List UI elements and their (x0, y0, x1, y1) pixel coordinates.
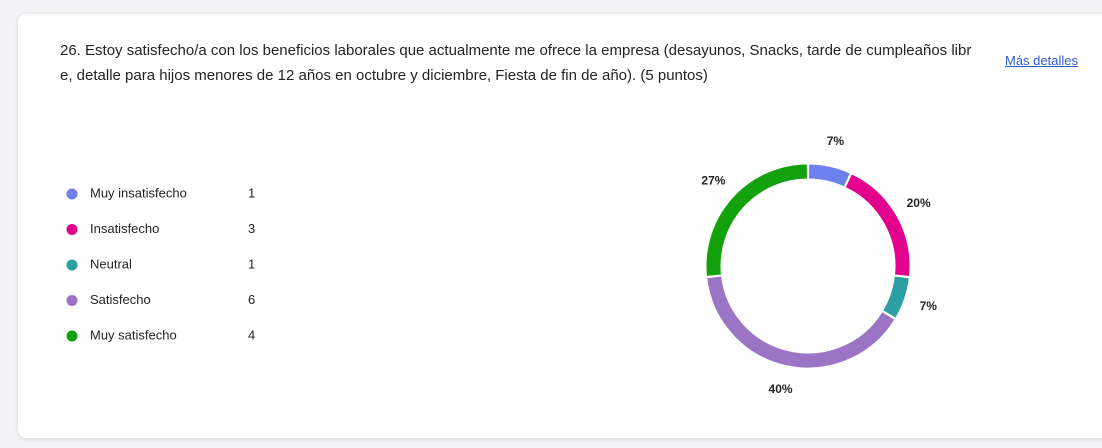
slice-label: 27% (701, 173, 725, 187)
legend-count: 1 (248, 185, 255, 200)
legend-label: Muy insatisfecho (90, 185, 187, 200)
legend-count: 4 (248, 327, 255, 342)
legend-count: 3 (248, 221, 255, 236)
donut-slice (707, 276, 895, 368)
legend-count: 6 (248, 292, 255, 307)
legend-dot (66, 224, 78, 235)
slice-label: 7% (827, 134, 845, 148)
legend-dot (66, 330, 78, 342)
donut-slice (883, 276, 909, 318)
donut-slice (706, 164, 808, 276)
donut-slice (808, 164, 850, 187)
legend-dot (66, 259, 78, 271)
question-card (18, 14, 1102, 438)
legend-count: 1 (248, 256, 255, 271)
legend-label: Neutral (90, 256, 132, 271)
more-details-link[interactable]: Más detalles (1005, 53, 1078, 68)
legend-dot (66, 295, 78, 306)
legend-label: Muy satisfecho (90, 327, 177, 342)
legend-label: Satisfecho (90, 292, 151, 307)
slice-label: 20% (907, 196, 931, 210)
legend-label: Insatisfecho (90, 221, 159, 236)
question-title: 26. Estoy satisfecho/a con los beneficio… (60, 42, 972, 84)
slice-label: 40% (769, 382, 793, 396)
slice-label: 7% (920, 299, 938, 313)
legend-dot (66, 188, 78, 200)
donut-slice (845, 174, 910, 276)
